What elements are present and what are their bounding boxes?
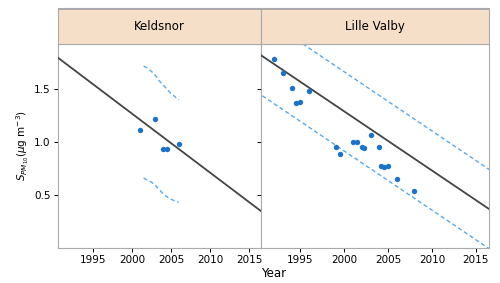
Point xyxy=(332,145,340,150)
Point xyxy=(366,132,374,137)
Point xyxy=(136,128,143,133)
Point xyxy=(292,101,300,105)
Point xyxy=(393,177,401,181)
Text: Lille Valby: Lille Valby xyxy=(345,20,405,33)
Point xyxy=(358,145,366,150)
Point xyxy=(159,147,167,152)
Point xyxy=(354,140,362,144)
Point xyxy=(377,164,385,169)
Point xyxy=(296,100,304,104)
Text: Keldsnor: Keldsnor xyxy=(134,20,184,33)
Point xyxy=(410,188,418,193)
Point xyxy=(305,89,313,94)
Point xyxy=(376,145,384,150)
Point xyxy=(360,146,368,151)
Point xyxy=(175,142,183,146)
Point xyxy=(279,71,287,76)
Point xyxy=(270,56,278,61)
Point xyxy=(152,117,160,121)
Point xyxy=(384,164,392,169)
Text: Year: Year xyxy=(260,267,286,280)
Point xyxy=(336,151,344,156)
Point xyxy=(163,147,171,152)
Point xyxy=(349,140,357,144)
Y-axis label: $S_{PM_{10}}$($\mu$g m$^{-3}$): $S_{PM_{10}}$($\mu$g m$^{-3}$) xyxy=(14,110,31,181)
Point xyxy=(288,86,296,91)
Point xyxy=(380,165,388,170)
